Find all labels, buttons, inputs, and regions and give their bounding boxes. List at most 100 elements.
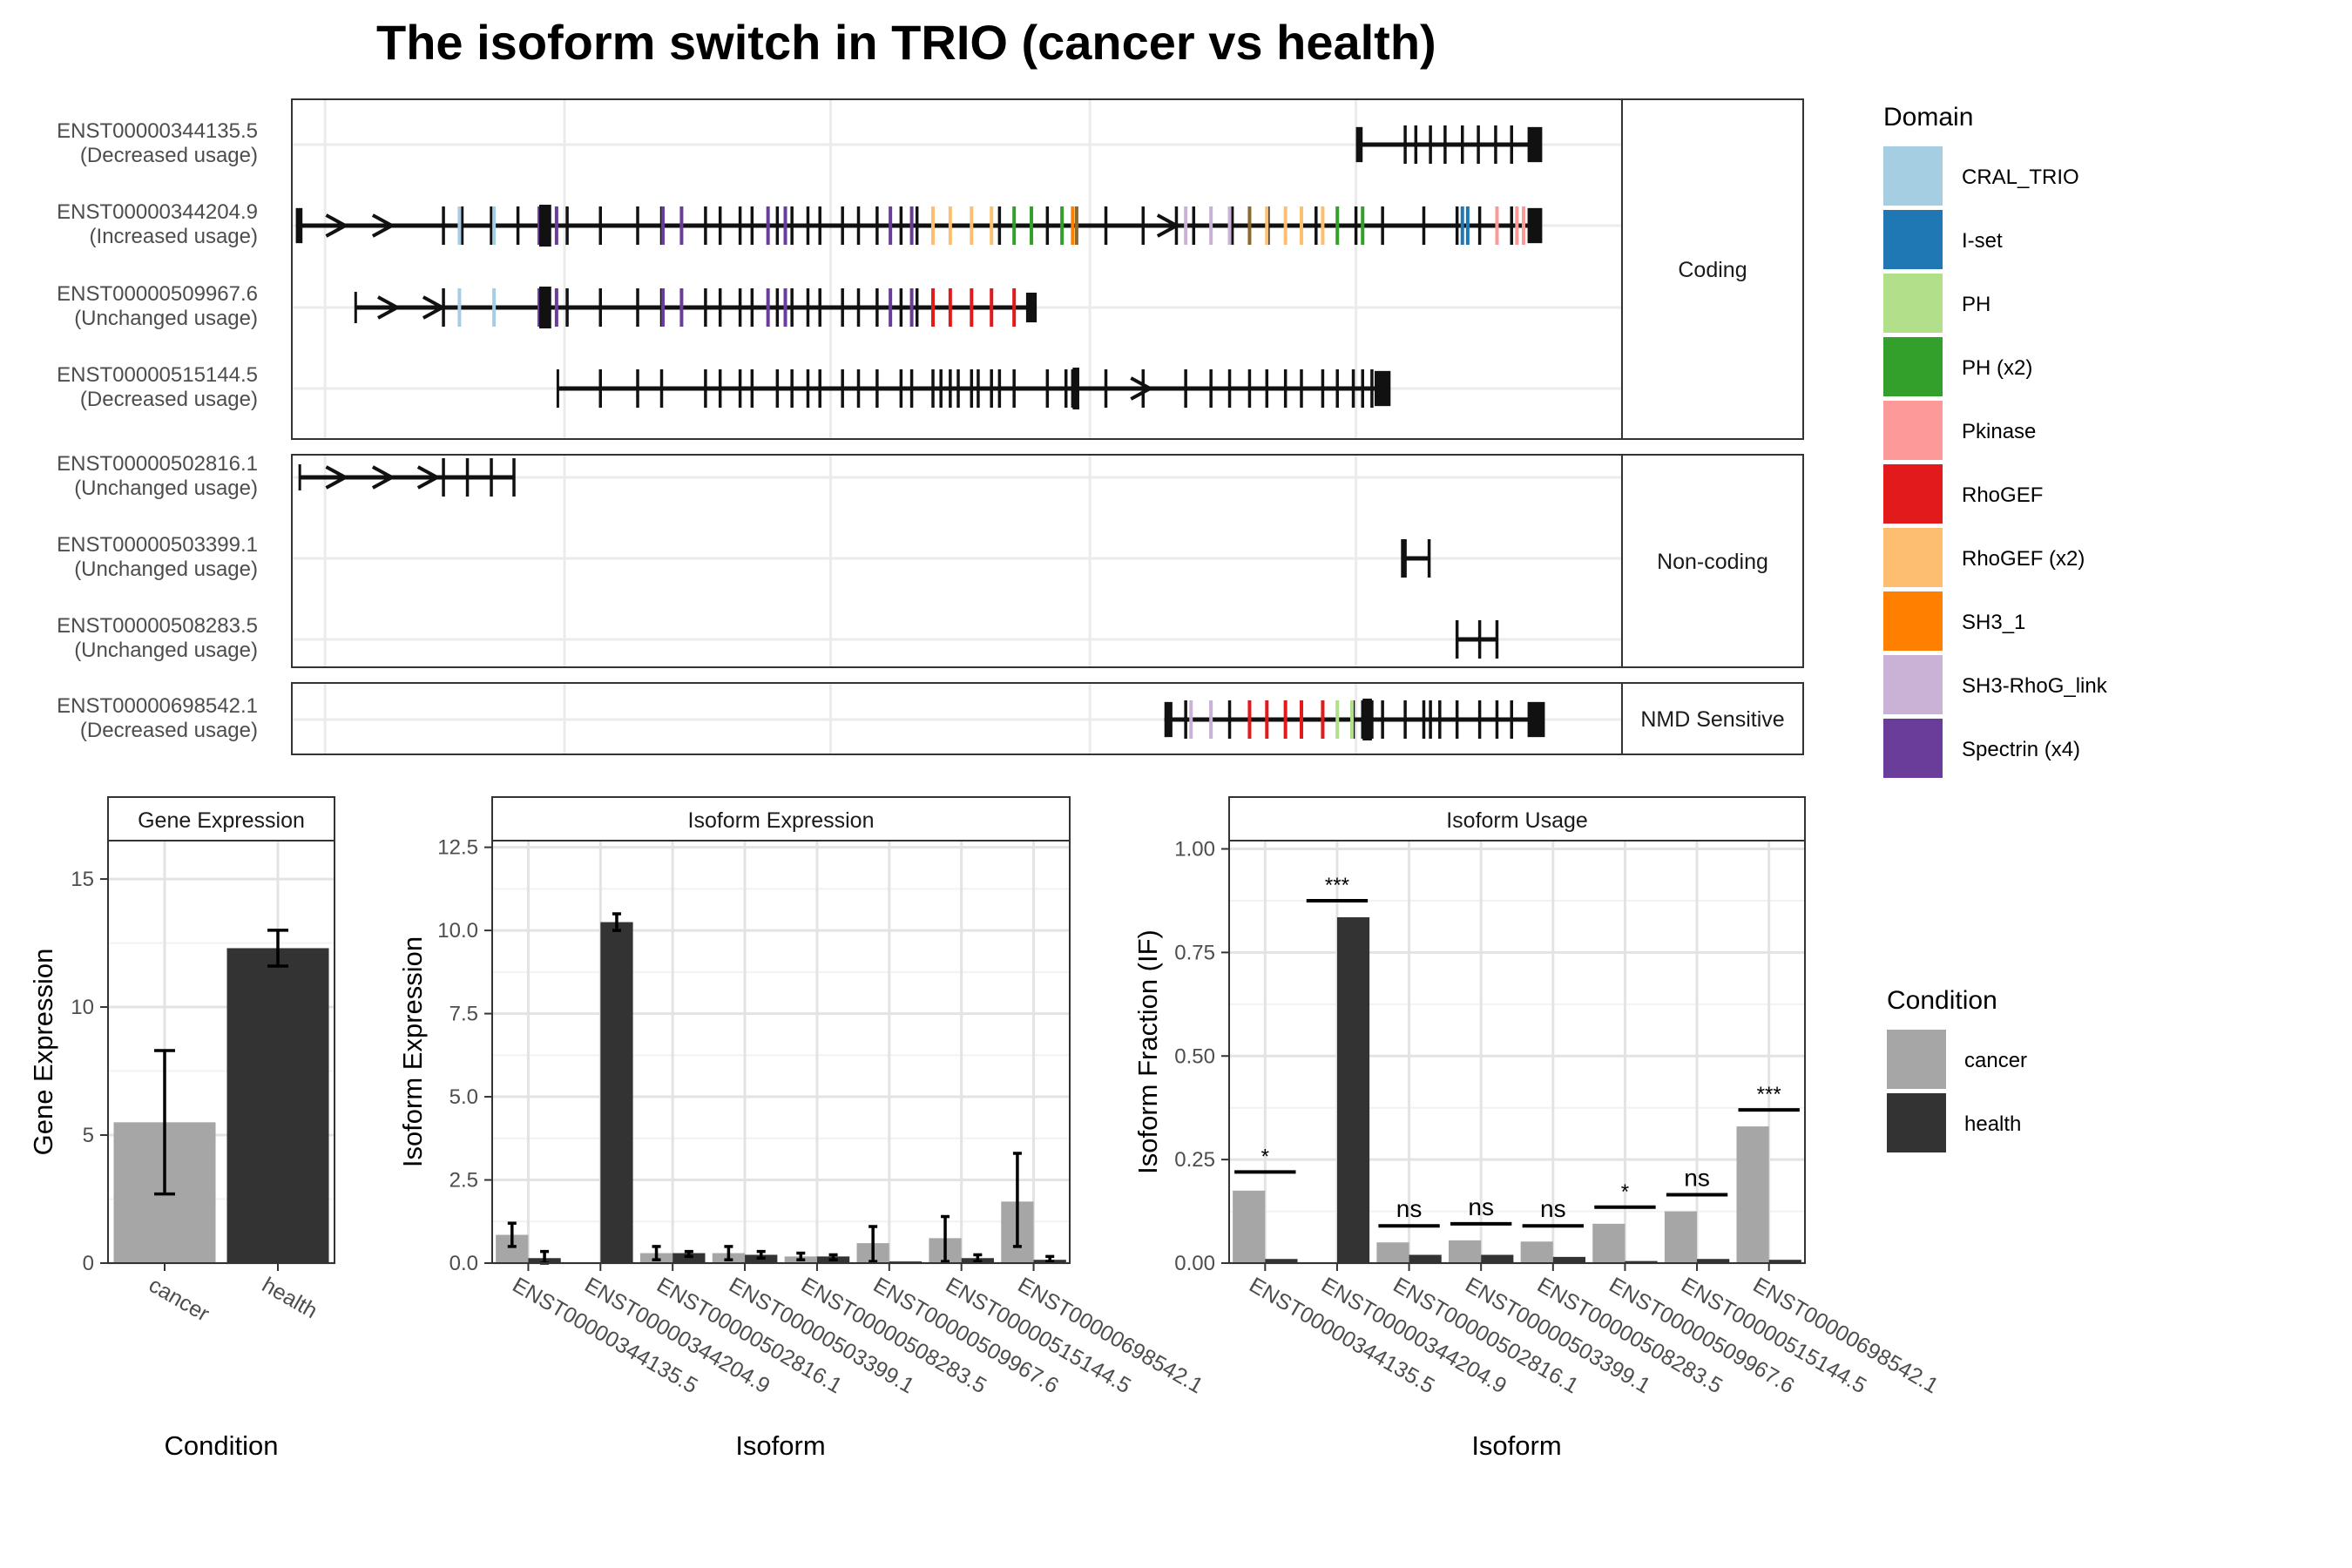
domain-legend-swatch xyxy=(1883,591,1943,651)
isoform-usage-label: (Decreased usage) xyxy=(80,388,258,411)
domain-legend-swatch xyxy=(1883,337,1943,396)
facet-strip-label: Gene Expression xyxy=(138,808,305,833)
strand-arrow xyxy=(371,465,396,490)
isoform-track: ENST00000344204.9(Increased usage) xyxy=(57,200,1543,248)
isoform-track: ENST00000698542.1(Decreased usage) xyxy=(57,694,1545,742)
y-axis-title: Isoform Fraction (IF) xyxy=(1132,929,1163,1174)
significance-label: * xyxy=(1621,1180,1629,1204)
exon-block xyxy=(295,207,303,244)
facet-strip xyxy=(491,796,1071,841)
isoform-usage-label: (Decreased usage) xyxy=(80,719,258,742)
y-tick-label: 0.50 xyxy=(1174,1044,1215,1068)
isoform-structure-panel: Coding Non-coding NMD Sensitive ENST0000034… xyxy=(57,98,1804,755)
facet-strip-label: Isoform Usage xyxy=(1446,808,1588,833)
isoform-id-label: ENST00000698542.1 xyxy=(57,694,258,718)
domain-legend: Domain CRAL_TRIO I-set PH PH (x2) Pkinase RhoG… xyxy=(1883,103,2108,778)
condition-legend-swatch xyxy=(1887,1030,1946,1089)
exon-block xyxy=(1374,370,1391,407)
x-axis-title: Isoform xyxy=(1471,1430,1561,1461)
domain-legend-swatch xyxy=(1883,274,1943,333)
bar-cancer xyxy=(1520,1241,1553,1263)
domain-legend-label: SH3-RhoG_link xyxy=(1962,674,2108,698)
group-strip-label: NMD Sensitive xyxy=(1640,707,1784,732)
y-tick-label: 10 xyxy=(71,996,94,1019)
condition-legend-title: Condition xyxy=(1887,986,1997,1015)
x-axis-title: Isoform xyxy=(735,1430,825,1461)
isoform-track: ENST00000503399.1(Unchanged usage) xyxy=(57,533,1431,581)
isoform-usage-label: (Unchanged usage) xyxy=(74,476,258,500)
isoform-track: ENST00000509967.6(Unchanged usage) xyxy=(57,282,1037,330)
y-axis-title: Gene Expression xyxy=(28,949,58,1156)
y-tick-label: 0.75 xyxy=(1174,941,1215,964)
isoform-track: ENST00000344135.5(Decreased usage) xyxy=(57,119,1543,167)
significance-label: ns xyxy=(1468,1193,1494,1220)
domain-legend-label: Pkinase xyxy=(1962,420,2036,443)
isoform-id-label: ENST00000344204.9 xyxy=(57,200,258,224)
isoform-id-label: ENST00000508283.5 xyxy=(57,614,258,638)
bar-health xyxy=(1697,1259,1730,1263)
significance-label: *** xyxy=(1757,1083,1781,1106)
group-strip-label: Non-coding xyxy=(1657,550,1768,574)
y-tick-label: 0.0 xyxy=(449,1252,478,1275)
isoform-id-label: ENST00000509967.6 xyxy=(57,282,258,306)
condition-legend-swatch xyxy=(1887,1093,1946,1152)
exon-block xyxy=(1164,701,1173,738)
bar-health xyxy=(1552,1256,1585,1263)
significance-label: * xyxy=(1261,1145,1269,1168)
significance-label: ns xyxy=(1684,1165,1710,1192)
y-tick-label: 0.25 xyxy=(1174,1148,1215,1172)
domain-legend-label: PH (x2) xyxy=(1962,356,2032,380)
domain-legend-swatch xyxy=(1883,655,1943,714)
plot-area xyxy=(492,841,1070,1263)
bar-health xyxy=(1625,1260,1658,1263)
y-tick-label: 2.5 xyxy=(449,1169,478,1193)
exon-block xyxy=(1527,701,1545,738)
domain-legend-label: SH3_1 xyxy=(1962,611,2025,634)
isoform-usage-label: (Increased usage) xyxy=(90,225,258,248)
bar-health xyxy=(1409,1254,1442,1263)
domain-legend-label: CRAL_TRIO xyxy=(1962,166,2079,189)
isoform-usage-label: (Decreased usage) xyxy=(80,144,258,167)
group-strip-label: Coding xyxy=(1678,258,1747,282)
strand-arrow xyxy=(1130,376,1154,401)
isoform-track: ENST00000502816.1(Unchanged usage) xyxy=(57,452,516,500)
isoform-id-label: ENST00000344135.5 xyxy=(57,119,258,143)
isoform-id-label: ENST00000515144.5 xyxy=(57,363,258,387)
domain-legend-swatch xyxy=(1883,210,1943,269)
y-tick-label: 1.00 xyxy=(1174,838,1215,862)
group-strip xyxy=(1621,682,1804,755)
y-tick-label: 0 xyxy=(83,1252,94,1275)
domain-legend-label: PH xyxy=(1962,293,1990,316)
domain-legend-title: Domain xyxy=(1883,103,1973,132)
domain-legend-label: Spectrin (x4) xyxy=(1962,738,2080,761)
exon-block xyxy=(1355,126,1363,163)
bar-health xyxy=(1481,1254,1514,1263)
significance-label: ns xyxy=(1396,1195,1423,1222)
bar-health xyxy=(1265,1259,1298,1263)
y-tick-label: 15 xyxy=(71,868,94,891)
bar-cancer xyxy=(1664,1211,1698,1263)
strand-arrow xyxy=(325,213,349,238)
condition-legend: Condition cancer health xyxy=(1887,986,2027,1152)
domain-legend-swatch xyxy=(1883,528,1943,587)
exon-block xyxy=(1072,368,1079,409)
exon-block xyxy=(1527,126,1543,163)
bar-cancer xyxy=(1736,1126,1769,1263)
bar-cancer xyxy=(1592,1223,1625,1263)
bar-health xyxy=(672,1253,706,1263)
y-tick-label: 7.5 xyxy=(449,1003,478,1026)
isoform-usage-label: (Unchanged usage) xyxy=(74,558,258,581)
exon-block xyxy=(1362,699,1372,740)
exon-block xyxy=(1527,207,1543,244)
isoform-id-label: ENST00000502816.1 xyxy=(57,452,258,476)
domain-legend-swatch xyxy=(1883,401,1943,460)
group-strip xyxy=(1621,98,1804,440)
strand-arrow xyxy=(325,465,349,490)
domain-legend-label: RhoGEF (x2) xyxy=(1962,547,2085,571)
figure-title: The isoform switch in TRIO (cancer vs he… xyxy=(376,15,1436,70)
domain-legend-swatch xyxy=(1883,719,1943,778)
exon-block xyxy=(1025,292,1037,323)
bar-health xyxy=(226,948,329,1263)
